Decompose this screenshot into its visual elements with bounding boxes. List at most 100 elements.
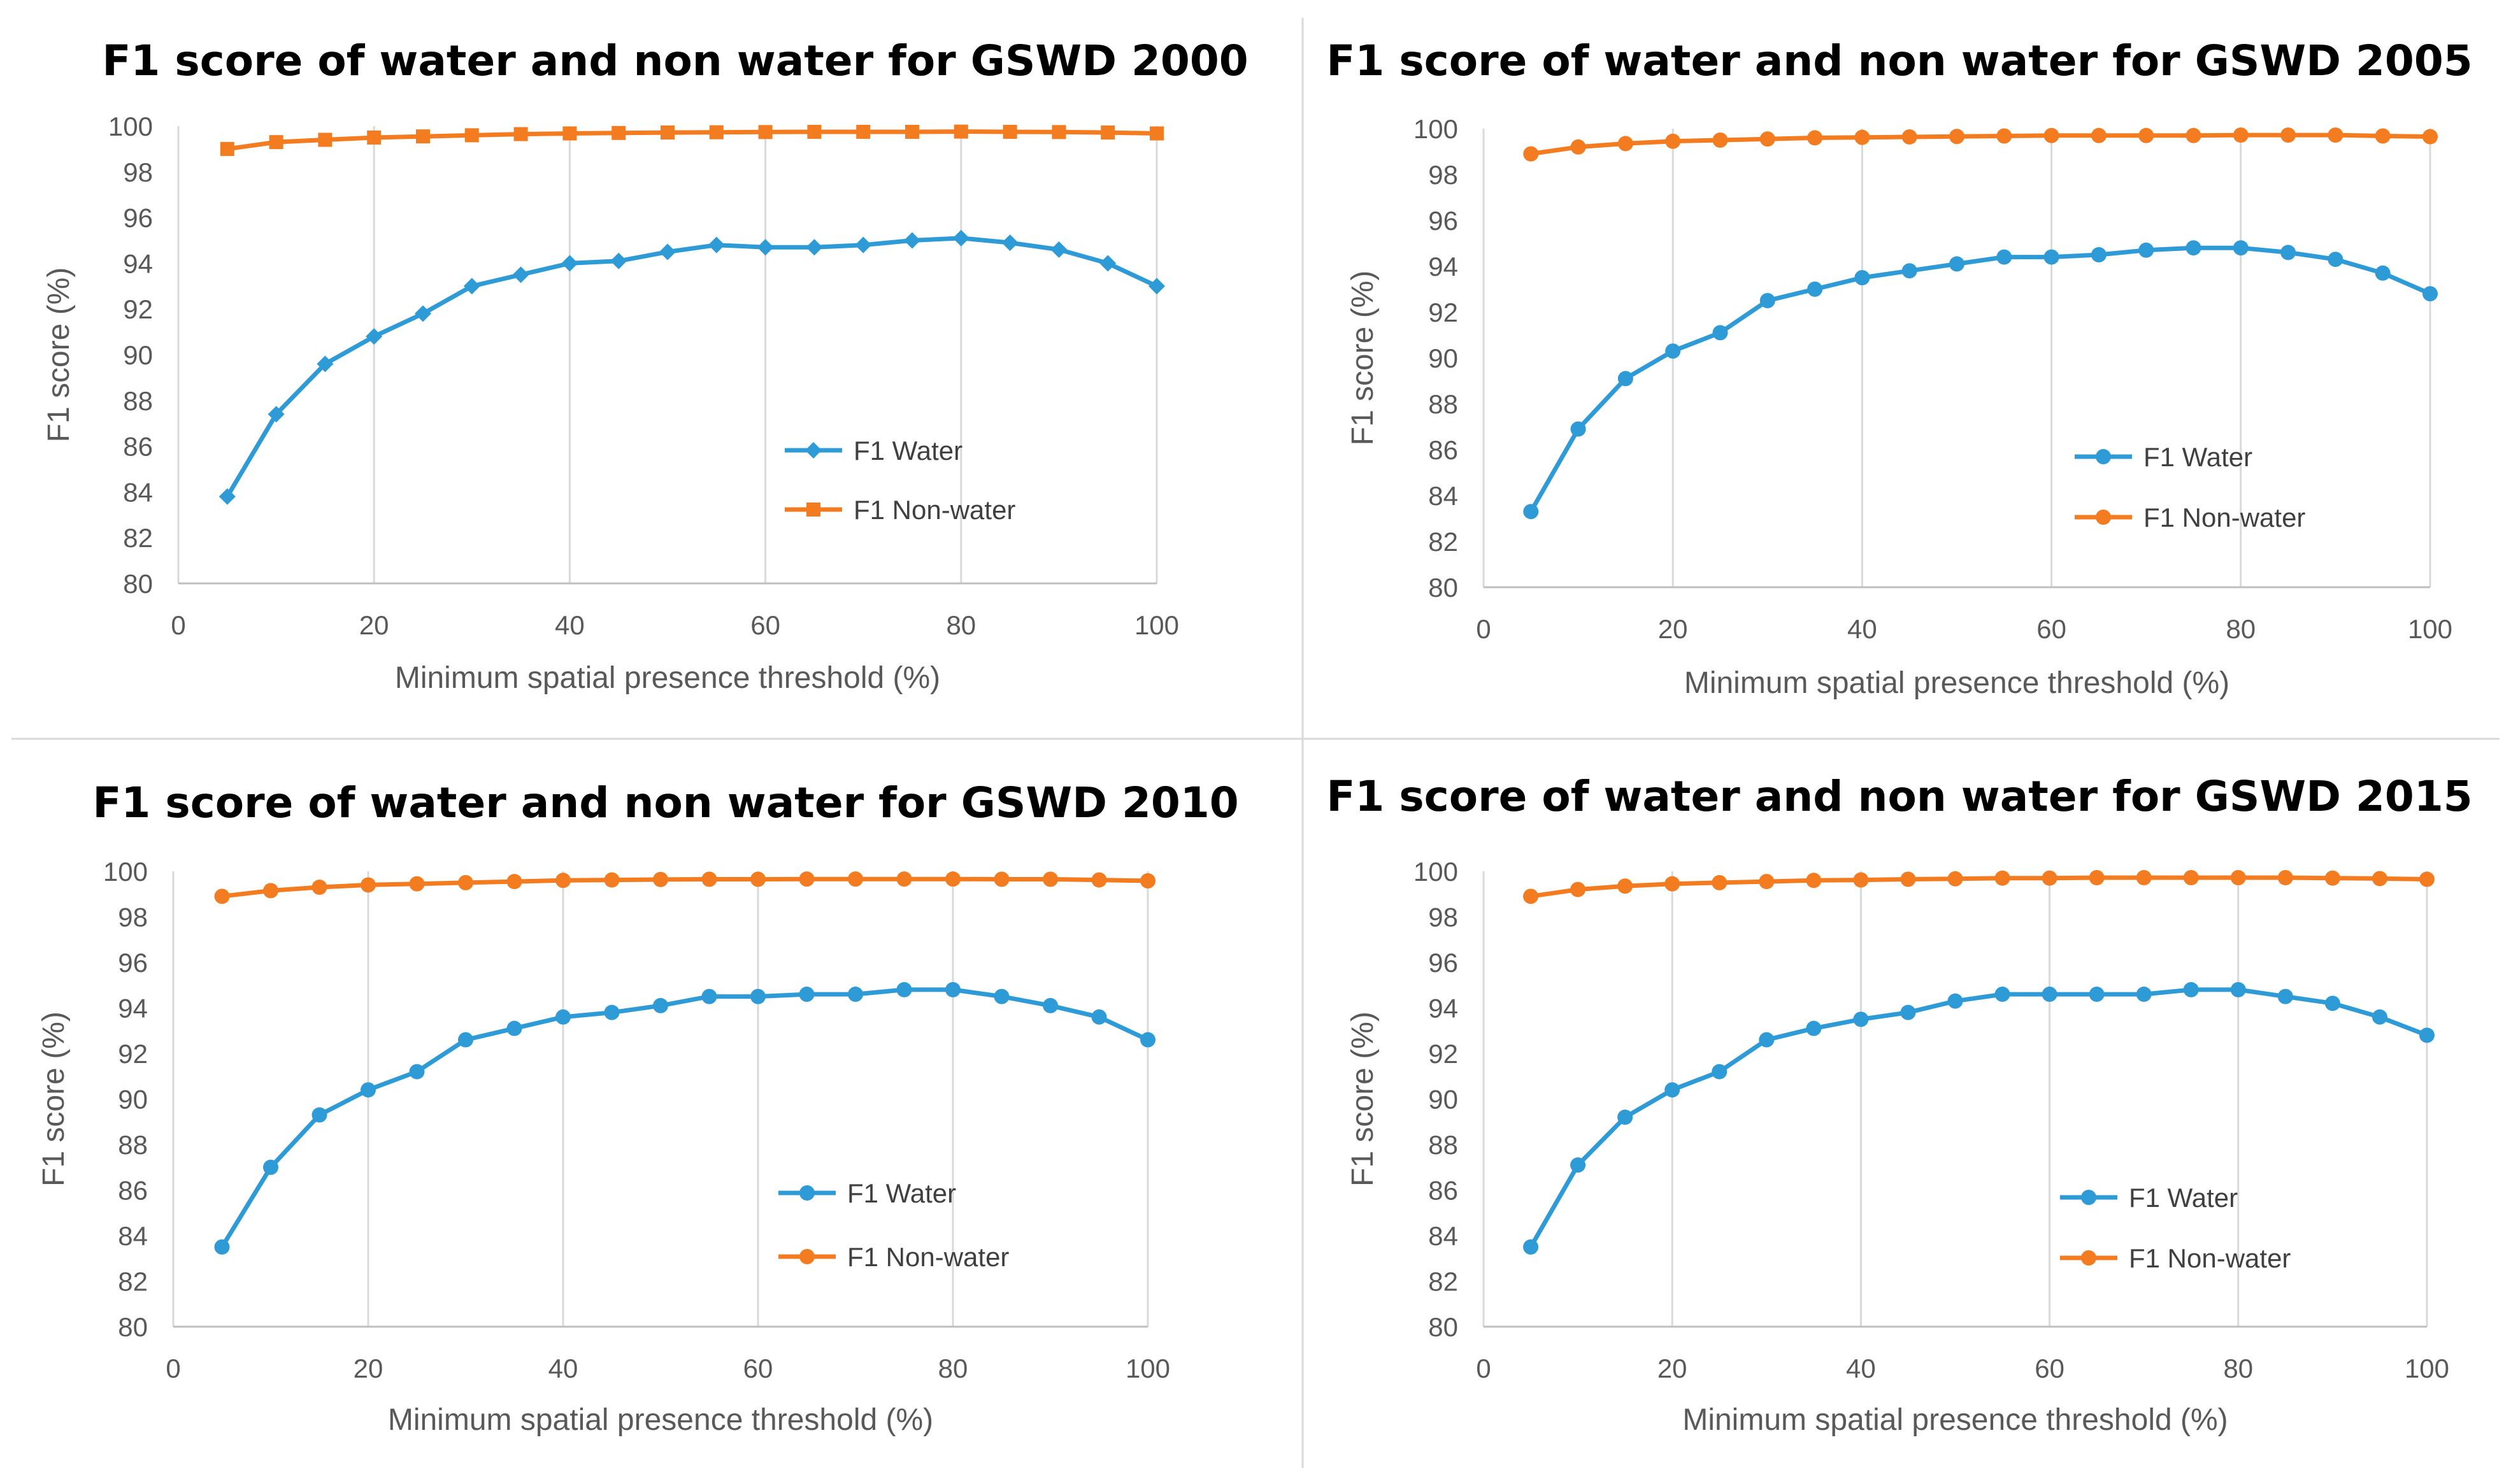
series-water-point [1091,1009,1107,1025]
y-tick-label: 98 [1428,903,1458,932]
series-water-point [1001,234,1019,252]
series-non-water-point [709,125,724,139]
series-water-point [1712,1064,1728,1080]
series-non-water-point [1150,126,1164,141]
series-water-point [415,305,431,322]
x-tick-label: 100 [2408,614,2452,644]
series-water-point [2043,249,2059,265]
series-non-water-point [701,871,717,887]
y-tick-label: 94 [123,248,153,278]
x-tick-label: 40 [555,610,585,640]
series-water-point [757,239,774,256]
series-water-point [2183,981,2199,997]
series-water-point [1050,241,1068,258]
series-non-water-point [2230,870,2246,886]
series-water-point [561,255,578,272]
x-axis-label: Minimum spatial presence threshold (%) [1682,1403,2228,1437]
x-tick-label: 0 [166,1353,180,1383]
series-water-point [945,981,961,997]
y-tick-label: 80 [1428,1312,1458,1342]
x-tick-label: 40 [548,1353,578,1383]
x-tick-label: 100 [1134,610,1179,640]
y-tick-label: 86 [1428,1176,1458,1206]
series-water-point [1759,1032,1775,1048]
series-water-point [1523,504,1539,520]
series-non-water-point [2138,127,2154,143]
series-water-point [659,243,676,260]
y-tick-label: 92 [1428,297,1458,327]
series-non-water-point [506,874,522,890]
series-non-water-point [1617,878,1633,894]
series-non-water-point [945,871,961,887]
series-non-water-point [416,129,430,144]
series-water-line [1528,245,2433,514]
series-water-line [1528,987,2429,1250]
series-non-water-point [1900,871,1916,887]
series-water-point [555,1009,571,1025]
y-tick-label: 88 [118,1130,148,1160]
series-water-point [750,988,766,1004]
series-non-water-point [2043,127,2059,143]
series-non-water-point [994,871,1010,887]
series-non-water-point [409,876,425,892]
series-water-point [994,988,1010,1004]
series-non-water-point [954,124,968,139]
series-water-point [1900,1004,1916,1020]
y-axis-label: F1 score (%) [42,268,76,443]
y-tick-label: 84 [1428,1221,1458,1251]
series-non-water-point [464,128,479,143]
series-water-line [220,987,1150,1250]
series-water-point [2422,286,2438,302]
series-non-water-point [214,888,230,904]
x-tick-label: 80 [946,610,976,640]
legend-non-water-marker [806,503,820,517]
y-tick-label: 82 [123,523,153,553]
series-non-water-point [1523,146,1539,162]
series-water-point [512,266,529,283]
series-non-water-point [555,873,571,888]
series-water-point [896,981,912,997]
chart-gswd-2005: F1 score of water and non water for GSWD… [1326,36,2472,700]
chart-title: F1 score of water and non water for GSWD… [1326,36,2472,85]
y-tick-label: 82 [118,1267,148,1297]
series-non-water-point [1807,130,1823,146]
x-tick-label: 0 [171,610,185,640]
y-tick-label: 90 [123,340,153,370]
series-non-water-point [2091,127,2107,143]
series-water-point [1807,282,1823,297]
series-non-water-point [1140,873,1155,889]
series-non-water-point [1947,871,1963,887]
series-water-point [1712,325,1728,341]
y-tick-label: 96 [1428,206,1458,236]
series-water-point [311,1107,327,1123]
series-water-point [1570,421,1586,437]
series-water-point [701,988,717,1004]
legend-water-marker [2096,449,2111,464]
series-water-point [2372,1009,2387,1025]
series-non-water-point [1052,125,1066,139]
y-tick-label: 92 [1428,1039,1458,1069]
y-tick-label: 100 [1413,857,1458,887]
series-non-water-point [905,124,919,139]
series-water-point [2230,981,2246,997]
series-non-water-point [220,141,234,156]
x-tick-label: 20 [1658,614,1688,644]
series-non-water-line [1528,132,2433,157]
y-tick-label: 86 [118,1176,148,1206]
series-non-water-point [1003,124,1017,139]
y-axis-label: F1 score (%) [37,1011,71,1187]
series-non-water-point [1996,128,2012,144]
series-water-point [1043,997,1058,1013]
series-non-water-line [1528,875,2429,899]
series-non-water-point [2136,870,2152,886]
series-non-water-point [750,871,766,887]
series-water-point [1996,249,2012,265]
y-tick-label: 92 [123,294,153,324]
series-water-point [463,278,480,295]
series-non-water-line [220,876,1150,899]
series-water-point [1994,987,2010,1002]
series-non-water-point [2324,870,2340,886]
y-tick-label: 100 [1413,114,1458,144]
series-non-water-point [2372,871,2387,887]
